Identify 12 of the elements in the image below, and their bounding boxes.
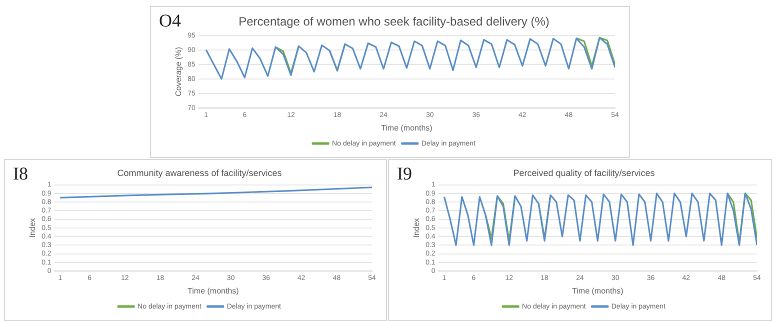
y-axis-title: Coverage (%) xyxy=(174,46,184,96)
chart-title: Perceived quality of facility/services xyxy=(513,168,656,178)
x-axis-title: Time (months) xyxy=(572,286,624,296)
chart-title: Community awareness of facility/services xyxy=(117,168,282,178)
y-axis-title: Index xyxy=(28,218,38,238)
chart-title: Percentage of women who seek facility-based delivery (%) xyxy=(238,14,550,29)
text: I9 xyxy=(397,164,412,184)
text: O4 xyxy=(159,10,181,31)
text: I8 xyxy=(13,164,28,184)
x-axis-title: Time (months) xyxy=(381,123,433,132)
x-axis-title: Time (months) xyxy=(188,286,240,296)
y-axis-title: Index xyxy=(412,218,422,238)
